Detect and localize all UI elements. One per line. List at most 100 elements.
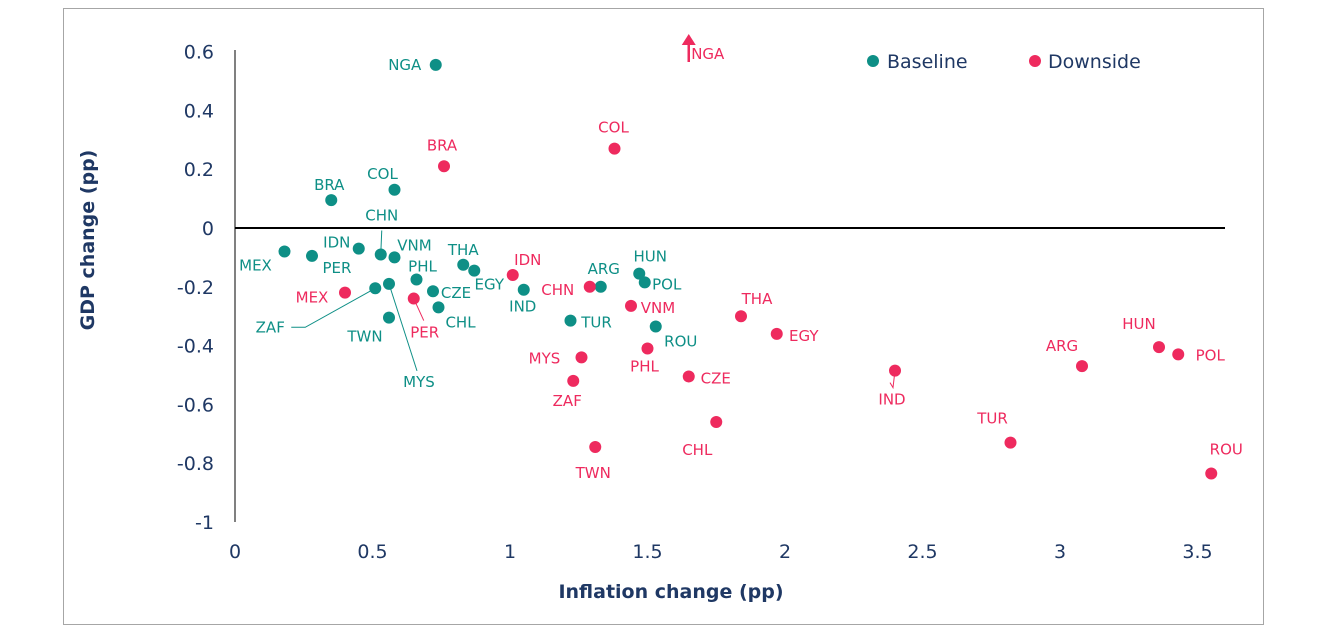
y-tick-label: -0.6 xyxy=(177,394,214,416)
point-label: CHN xyxy=(365,206,398,224)
chart-frame xyxy=(63,8,1264,625)
point-label: TUR xyxy=(976,410,1008,428)
point-label: EGY xyxy=(474,276,504,294)
data-point-downside-mys xyxy=(575,351,588,364)
data-point-baseline-idn xyxy=(352,242,365,255)
data-point-baseline-per xyxy=(306,249,318,262)
point-label: EGY xyxy=(789,327,819,345)
point-label: THA xyxy=(447,241,479,259)
x-tick-label: 2.5 xyxy=(907,541,937,563)
x-tick-label: 3.5 xyxy=(1182,541,1212,563)
data-point-downside-tur xyxy=(1004,436,1017,449)
leader-line xyxy=(291,287,376,328)
point-label: IND xyxy=(509,298,536,316)
data-point-baseline-arg xyxy=(594,280,607,293)
data-point-baseline-nga xyxy=(429,58,442,71)
y-axis-title: GDP change (pp) xyxy=(77,150,99,331)
x-axis-title: Inflation change (pp) xyxy=(558,581,783,603)
data-point-downside-col xyxy=(608,142,621,155)
y-tick-label: 0.4 xyxy=(184,100,214,122)
data-point-downside-zaf xyxy=(567,374,580,387)
data-point-downside-twn xyxy=(589,441,602,454)
point-label: NGA xyxy=(388,56,422,74)
point-label: HUN xyxy=(634,248,667,266)
data-point-baseline-rou xyxy=(649,320,662,333)
data-point-baseline-egy xyxy=(468,264,481,277)
data-point-downside-hun xyxy=(1153,341,1165,354)
point-label: MYS xyxy=(403,373,435,391)
point-label: IDN xyxy=(323,234,350,252)
point-label: BRA xyxy=(314,176,345,194)
point-label: COL xyxy=(598,119,629,137)
y-tick-label: 0.6 xyxy=(184,42,214,64)
data-point-baseline-cze xyxy=(427,285,439,298)
point-label: PER xyxy=(410,324,439,342)
point-label: ZAF xyxy=(553,392,582,410)
y-tick-label: -0.2 xyxy=(177,277,214,299)
point-label: CHN xyxy=(541,281,574,299)
point-label: ZAF xyxy=(256,318,285,336)
data-point-baseline-zaf xyxy=(369,282,382,295)
data-point-downside-chn xyxy=(583,280,596,293)
data-point-downside-mex xyxy=(339,286,351,299)
data-point-downside-cze xyxy=(682,370,695,383)
point-label: PER xyxy=(323,259,352,277)
data-point-baseline-mys xyxy=(383,277,395,290)
data-point-baseline-vnm xyxy=(388,251,401,264)
x-tick-label: 0 xyxy=(229,541,241,563)
x-tick-label: 3 xyxy=(1054,541,1066,563)
point-label: THA xyxy=(741,290,773,308)
point-label: HUN xyxy=(1122,315,1155,333)
point-label: PHL xyxy=(408,257,437,275)
data-points xyxy=(278,34,1218,480)
point-label: VNM xyxy=(397,236,431,254)
point-label: IND xyxy=(878,391,905,409)
y-tick-label: -1 xyxy=(195,512,214,534)
point-label: PHL xyxy=(630,358,659,376)
point-label: COL xyxy=(367,165,398,183)
point-label: NGA xyxy=(691,45,725,63)
point-label: CZE xyxy=(701,369,731,387)
legend-marker-baseline xyxy=(867,55,879,67)
data-point-baseline-hun xyxy=(633,267,646,280)
point-label: MEX xyxy=(296,289,329,307)
x-tick-labels: 0 0.5 1 1.5 2 2.5 3 3.5 xyxy=(229,541,1213,563)
data-point-downside-per xyxy=(407,292,420,305)
point-label: TUR xyxy=(580,314,612,332)
data-point-downside-ind xyxy=(889,364,901,377)
data-point-baseline-chl xyxy=(432,301,445,314)
point-label: IDN xyxy=(514,251,541,269)
x-tick-label: 2 xyxy=(779,541,791,563)
off-scale-arrow-icon xyxy=(681,34,696,45)
data-point-downside-rou xyxy=(1205,467,1218,480)
data-point-baseline-pol xyxy=(638,276,651,289)
data-point-baseline-mex xyxy=(278,245,291,258)
legend-marker-downside xyxy=(1029,55,1041,67)
point-label: CZE xyxy=(441,284,471,302)
legend: Baseline Downside xyxy=(867,51,1141,73)
point-label: TWN xyxy=(575,464,611,482)
data-point-downside-vnm xyxy=(625,299,637,312)
point-label: CHL xyxy=(682,441,713,459)
x-tick-label: 1.5 xyxy=(632,541,662,563)
y-tick-labels: 0.6 0.4 0.2 0 -0.2 -0.4 -0.6 -0.8 -1 xyxy=(177,42,214,534)
point-label: TWN xyxy=(346,328,382,346)
point-label: POL xyxy=(652,275,682,293)
legend-label-baseline: Baseline xyxy=(887,51,968,73)
data-point-downside-chl xyxy=(710,416,723,429)
data-point-baseline-phl xyxy=(410,273,423,286)
data-point-downside-pol xyxy=(1172,348,1185,361)
data-point-baseline-chn xyxy=(374,248,387,261)
legend-label-downside: Downside xyxy=(1048,51,1141,73)
data-point-baseline-col xyxy=(388,183,401,196)
x-tick-label: 0.5 xyxy=(357,541,387,563)
point-label: ROU xyxy=(664,332,697,350)
point-label: POL xyxy=(1196,346,1226,364)
y-tick-label: -0.8 xyxy=(177,453,214,475)
x-tick-label: 1 xyxy=(504,541,516,563)
data-point-downside-phl xyxy=(641,342,654,355)
data-point-baseline-tur xyxy=(564,314,577,327)
point-label: BRA xyxy=(427,136,458,154)
